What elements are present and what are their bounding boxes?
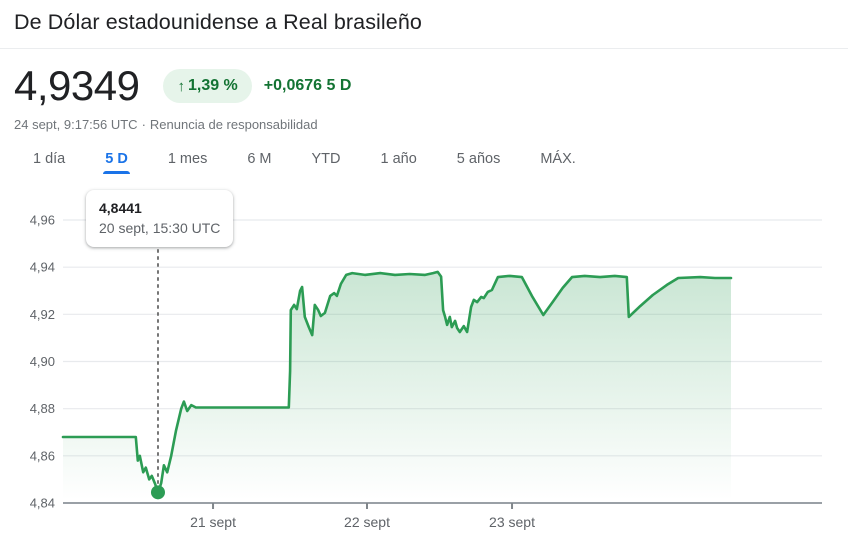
page-title: De Dólar estadounidense a Real brasileño bbox=[14, 10, 422, 34]
y-axis-label: 4,92 bbox=[30, 307, 55, 322]
tooltip-value: 4,8441 bbox=[99, 200, 142, 216]
chart-tooltip: 4,8441 20 sept, 15:30 UTC bbox=[86, 190, 233, 247]
range-tabs: 1 día 5 D 1 mes 6 M YTD 1 año 5 años MÁX… bbox=[0, 143, 848, 174]
tab-5-anos[interactable]: 5 años bbox=[457, 143, 501, 174]
arrow-up-icon: ↑ bbox=[177, 77, 185, 95]
y-axis-label: 4,96 bbox=[30, 213, 55, 228]
dot-separator: · bbox=[141, 117, 146, 132]
tab-1-mes[interactable]: 1 mes bbox=[168, 143, 208, 174]
marker-dot bbox=[150, 485, 165, 500]
x-axis-label: 21 sept bbox=[190, 514, 236, 530]
meta-row: 24 sept, 9:17:56 UTC · Renuncia de respons… bbox=[14, 117, 834, 132]
tab-ytd[interactable]: YTD bbox=[312, 143, 341, 174]
tab-1-ano[interactable]: 1 año bbox=[381, 143, 417, 174]
y-axis-label: 4,88 bbox=[30, 401, 55, 416]
tab-max[interactable]: MÁX. bbox=[540, 143, 575, 174]
x-axis-label: 23 sept bbox=[489, 514, 535, 530]
y-axis-label: 4,86 bbox=[30, 448, 55, 463]
area-fill bbox=[63, 271, 731, 503]
x-axis-label: 22 sept bbox=[344, 514, 390, 530]
tab-1-dia[interactable]: 1 día bbox=[33, 143, 65, 174]
change-percent: 1,39 % bbox=[187, 77, 238, 94]
change-percent-badge: ↑ 1,39 % bbox=[163, 69, 252, 103]
price-chart[interactable]: 4,96 4,94 4,92 4,90 4,88 4,86 4,84 21 sept 22 se… bbox=[0, 190, 848, 541]
tab-5-d[interactable]: 5 D bbox=[103, 143, 130, 174]
current-price: 4,9349 bbox=[14, 62, 140, 109]
chart-area: 4,96 4,94 4,92 4,90 4,88 4,86 4,84 21 sept 22 se… bbox=[0, 190, 848, 541]
y-axis-label: 4,84 bbox=[30, 496, 55, 511]
change-absolute: +0,0676 5 D bbox=[263, 77, 352, 94]
y-axis-label: 4,90 bbox=[30, 354, 55, 369]
tab-6-m[interactable]: 6 M bbox=[247, 143, 271, 174]
y-axis-label: 4,94 bbox=[30, 260, 55, 275]
tooltip-time: 20 sept, 15:30 UTC bbox=[99, 220, 221, 236]
header: De Dólar estadounidense a Real brasileño bbox=[0, 0, 848, 49]
disclaimer-link[interactable]: Renuncia de responsabilidad bbox=[149, 117, 318, 132]
quote-row: 4,9349 ↑ 1,39 % +0,0676 5 D bbox=[14, 62, 834, 110]
quote-timestamp: 24 sept, 9:17:56 UTC bbox=[14, 117, 138, 132]
price-line bbox=[61, 270, 733, 495]
